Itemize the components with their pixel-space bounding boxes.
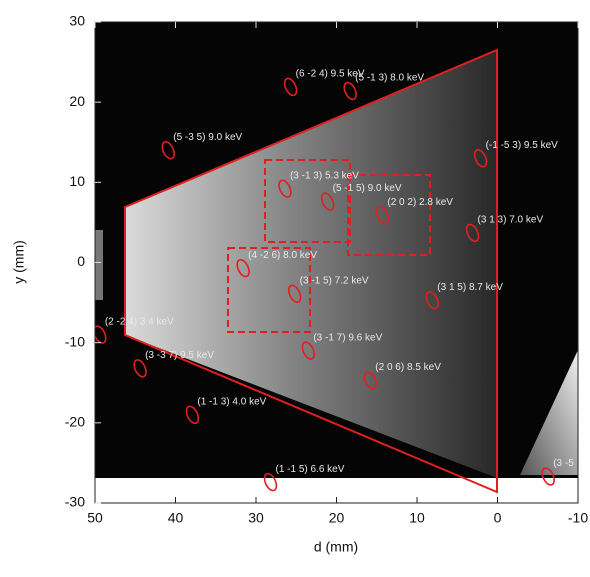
detector-edge — [95, 230, 103, 300]
y-tick-label: 20 — [69, 93, 85, 109]
detector-image: (6 -2 4) 9.5 keV(5 -1 3) 8.0 keV(5 -3 5)… — [91, 22, 578, 503]
reflection-label: (3 -5 — [553, 458, 574, 469]
reflection-label: (2 -2 4) 3.4 keV — [105, 316, 174, 327]
y-axis-label: y (mm) — [11, 240, 27, 284]
y-tick-label: 0 — [77, 253, 85, 269]
y-tick-label: 10 — [69, 173, 85, 189]
reflection-label: (2 0 6) 8.5 keV — [375, 362, 441, 373]
reflection-label: (1 -1 3) 4.0 keV — [197, 396, 266, 407]
x-tick-label: 50 — [87, 510, 103, 526]
y-tick-label: -30 — [65, 494, 85, 510]
reflection-label: (5 -1 3) 8.0 keV — [355, 73, 424, 84]
y-tick-label: -10 — [65, 333, 85, 349]
reflection-label: (3 -1 7) 9.6 keV — [313, 332, 382, 343]
reflection-label: (1 -1 5) 6.6 keV — [275, 464, 344, 475]
reflection-label: (3 1 5) 8.7 keV — [437, 282, 503, 293]
x-tick-label: 20 — [329, 510, 345, 526]
reflection-label: (2 0 2) 2.8 keV — [387, 197, 453, 208]
reflection-label: (3 1 3) 7.0 keV — [478, 214, 544, 225]
reflection-label: (3 -1 3) 5.3 keV — [290, 170, 359, 181]
y-tick-label: 30 — [69, 13, 85, 29]
reflection-label: (4 -2 6) 8.0 keV — [248, 250, 317, 261]
y-tick-label: -20 — [65, 414, 85, 430]
reflection-label: (5 -1 5) 9.0 keV — [333, 183, 402, 194]
x-tick-label: 40 — [168, 510, 184, 526]
x-axis-label: d (mm) — [314, 539, 358, 555]
reflection-label: (3 -1 5) 7.2 keV — [300, 275, 369, 286]
x-tick-label: -10 — [568, 510, 588, 526]
reflection-label: (-1 -5 3) 9.5 keV — [486, 140, 559, 151]
reflection-label: (3 -3 7) 9.5 keV — [145, 350, 214, 361]
x-tick-label: 30 — [248, 510, 264, 526]
chart: (6 -2 4) 9.5 keV(5 -1 3) 8.0 keV(5 -3 5)… — [0, 0, 590, 572]
x-tick-label: 10 — [409, 510, 425, 526]
x-tick-label: 0 — [494, 510, 502, 526]
reflection-label: (5 -3 5) 9.0 keV — [173, 132, 242, 143]
